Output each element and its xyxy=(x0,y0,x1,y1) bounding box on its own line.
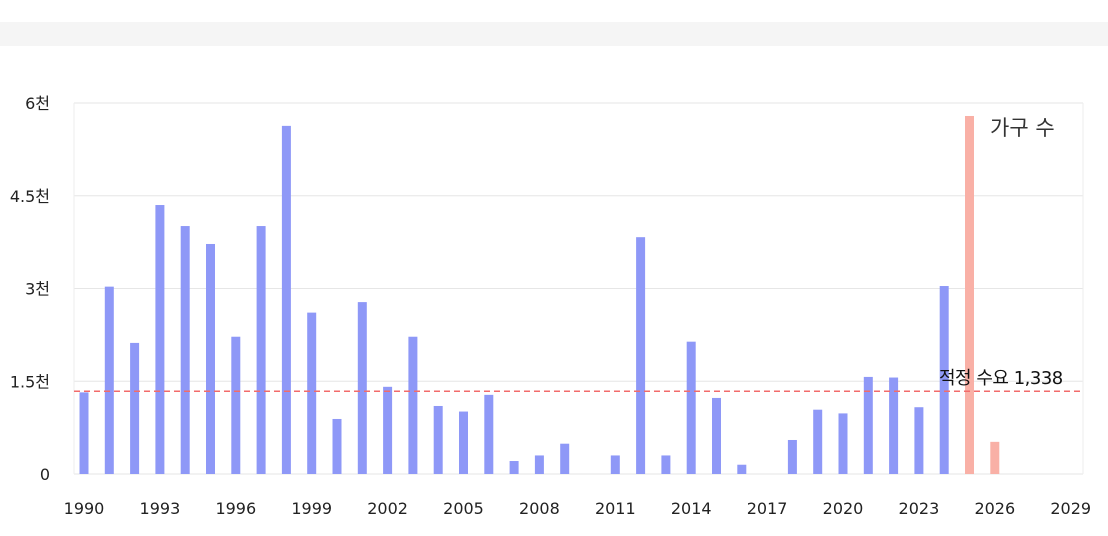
bar-1996[interactable] xyxy=(231,336,241,474)
bar-2025[interactable] xyxy=(965,115,974,475)
x-axis-ticks: 1990 1993 1996 1999 2002 2005 2008 2011 2014 2017… xyxy=(64,499,1091,518)
bar-2014[interactable] xyxy=(686,341,696,474)
x-tick-label: 2005 xyxy=(443,499,484,518)
bar-2002[interactable] xyxy=(383,386,393,474)
bar-1993[interactable] xyxy=(155,205,165,474)
bar-2021[interactable] xyxy=(863,376,873,474)
top-bar xyxy=(0,22,1108,46)
bar-2000[interactable] xyxy=(332,418,342,474)
threshold-label: 적정 수요 1,338 xyxy=(939,364,1063,390)
bar-2019[interactable] xyxy=(813,409,823,474)
bar-2007[interactable] xyxy=(509,461,519,474)
legend-label: 가구 수 xyxy=(990,116,1055,140)
x-tick-label: 2017 xyxy=(747,499,788,518)
bars xyxy=(79,115,1000,475)
bar-2006[interactable] xyxy=(484,394,494,474)
bar-1995[interactable] xyxy=(206,243,215,474)
bar-2013[interactable] xyxy=(661,455,671,474)
bar-1997[interactable] xyxy=(256,226,266,474)
bar-2012[interactable] xyxy=(636,237,646,474)
threshold-value: 1,338 xyxy=(1013,368,1064,389)
bar-2003[interactable] xyxy=(408,336,418,474)
x-tick-label: 2008 xyxy=(519,499,560,518)
bar-2008[interactable] xyxy=(534,455,544,474)
bar-2005[interactable] xyxy=(459,411,468,474)
bar-2009[interactable] xyxy=(560,443,570,474)
x-tick-label: 2020 xyxy=(823,499,864,518)
grid-lines xyxy=(73,102,1084,475)
x-tick-label: 1990 xyxy=(64,499,105,518)
x-tick-label: 2029 xyxy=(1050,499,1091,518)
bar-2015[interactable] xyxy=(712,397,721,474)
bar-1998[interactable] xyxy=(281,125,291,475)
bar-1992[interactable] xyxy=(130,342,140,474)
x-tick-label: 2002 xyxy=(367,499,408,518)
y-tick-label: 0 xyxy=(40,465,50,484)
bar-1991[interactable] xyxy=(104,286,114,474)
x-tick-label: 2023 xyxy=(899,499,940,518)
y-tick-label: 3천 xyxy=(25,280,50,299)
y-tick-label: 6천 xyxy=(25,94,50,113)
threshold-text: 적정 수요 xyxy=(939,368,1009,389)
x-tick-label: 1999 xyxy=(291,499,332,518)
x-tick-label: 2011 xyxy=(595,499,636,518)
bar-2016[interactable] xyxy=(737,464,747,474)
bar-2018[interactable] xyxy=(787,439,797,474)
bar-2022[interactable] xyxy=(889,377,899,474)
bar-2011[interactable] xyxy=(610,455,620,474)
y-tick-label: 4.5천 xyxy=(10,187,50,206)
x-tick-label: 1996 xyxy=(215,499,256,518)
x-tick-label: 2026 xyxy=(974,499,1015,518)
bar-1999[interactable] xyxy=(307,312,317,474)
y-tick-label: 1.5천 xyxy=(10,372,50,391)
bar-1990[interactable] xyxy=(79,392,89,474)
bar-1994[interactable] xyxy=(180,226,190,474)
bar-2020[interactable] xyxy=(838,413,848,474)
bar-2004[interactable] xyxy=(433,405,443,474)
bar-2026[interactable] xyxy=(990,441,1000,474)
bar-2023[interactable] xyxy=(914,407,924,474)
x-tick-label: 1993 xyxy=(140,499,181,518)
y-axis-ticks: 0 1.5천 3천 4.5천 6천 xyxy=(10,94,50,484)
x-tick-label: 2014 xyxy=(671,499,712,518)
bar-2024[interactable] xyxy=(939,286,949,474)
bar-2001[interactable] xyxy=(357,302,367,474)
